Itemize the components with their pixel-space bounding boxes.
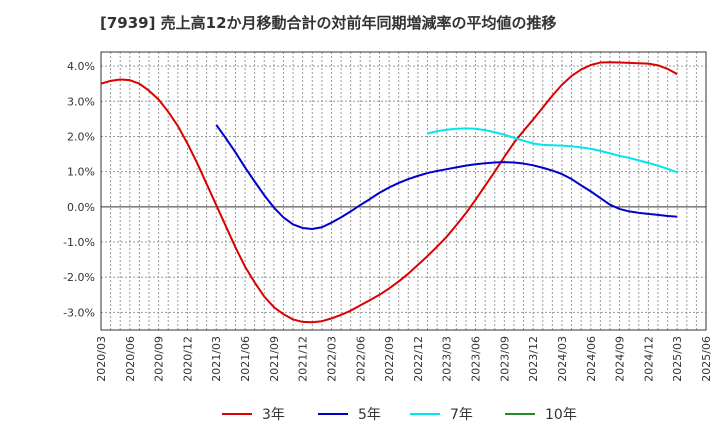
x-tick-label: 2021/12 — [297, 336, 310, 382]
x-axis-labels: 2020/03 2020/06 2020/09 2020/12 2021/03 2021/… — [95, 336, 713, 382]
plot-frame — [100, 51, 707, 331]
series-line-3 — [427, 127, 678, 174]
x-tick-label: 2020/12 — [181, 336, 194, 382]
y-tick-label: -3.0% — [63, 306, 95, 319]
x-tick-label: 2020/03 — [95, 336, 108, 382]
x-tick-label: 2024/06 — [585, 336, 598, 382]
x-tick-label: 2021/03 — [210, 336, 223, 382]
x-tick-label: 2021/06 — [239, 336, 252, 382]
legend-label-1: 3年 — [262, 407, 285, 423]
legend-label-4: 10年 — [545, 407, 577, 423]
y-axis-labels: 4.0% 3.0% 2.0% 1.0% 0.0% -1.0% -2.0% -3.0% — [63, 60, 95, 319]
x-tick-label: 2021/09 — [268, 336, 281, 382]
y-tick-label: 4.0% — [67, 60, 95, 73]
series-line-1 — [100, 61, 678, 324]
y-tick-label: -2.0% — [63, 271, 95, 284]
y-tick-label: -1.0% — [63, 236, 95, 249]
series-layer — [100, 61, 678, 324]
y-tick-label: 1.0% — [67, 166, 95, 179]
series-line-2 — [215, 124, 678, 231]
x-tick-label: 2022/03 — [325, 336, 338, 382]
plot-area — [101, 52, 706, 330]
x-tick-label: 2023/09 — [498, 336, 511, 382]
legend-label-2: 5年 — [358, 407, 381, 423]
x-tick-label: 2023/06 — [470, 336, 483, 382]
x-tick-label: 2024/12 — [642, 336, 655, 382]
y-tick-label: 2.0% — [67, 130, 95, 143]
x-tick-label: 2024/03 — [556, 336, 569, 382]
legend: 3年 5年 7年 10年 — [222, 407, 577, 423]
x-tick-label: 2020/06 — [124, 336, 137, 382]
x-tick-label: 2023/03 — [441, 336, 454, 382]
legend-label-3: 7年 — [450, 407, 473, 423]
x-tick-label: 2022/12 — [412, 336, 425, 382]
x-tick-label: 2024/09 — [614, 336, 627, 382]
y-tick-label: 3.0% — [67, 95, 95, 108]
x-tick-label: 2022/06 — [354, 336, 367, 382]
x-tick-label: 2020/09 — [153, 336, 166, 382]
x-tick-label: 2023/12 — [527, 336, 540, 382]
x-tick-label: 2022/09 — [383, 336, 396, 382]
x-tick-label: 2025/03 — [671, 336, 684, 382]
y-tick-label: 0.0% — [67, 201, 95, 214]
chart-title: [7939] 売上高12か月移動合計の対前年同期増減率の平均値の推移 — [100, 14, 557, 32]
x-tick-label: 2025/06 — [700, 336, 713, 382]
